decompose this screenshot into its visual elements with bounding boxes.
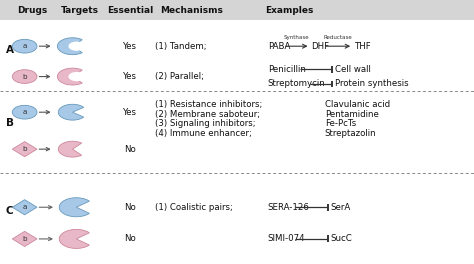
Text: Reductase: Reductase [324,35,353,40]
Text: Streptazolin: Streptazolin [325,129,376,138]
Polygon shape [12,142,37,157]
Wedge shape [58,104,84,120]
Text: Fe-PcTs: Fe-PcTs [325,119,356,128]
Text: (3) Signaling inhibitors;: (3) Signaling inhibitors; [155,119,256,128]
Text: Yes: Yes [123,108,137,117]
Text: Cell wall: Cell wall [335,65,371,74]
Text: PABA: PABA [268,42,290,51]
Text: a: a [22,204,27,210]
Wedge shape [57,38,82,55]
Text: (2) Parallel;: (2) Parallel; [155,72,204,81]
Text: No: No [125,145,136,154]
Text: SERA-126: SERA-126 [268,203,310,212]
Text: Essential: Essential [107,6,154,15]
Text: A: A [6,45,14,55]
Text: B: B [6,118,14,128]
Polygon shape [12,200,37,215]
Circle shape [12,39,37,53]
Wedge shape [59,198,90,217]
Text: (1) Coalistic pairs;: (1) Coalistic pairs; [155,203,233,212]
Text: SucC: SucC [331,234,353,243]
Circle shape [12,105,37,119]
Text: Clavulanic acid: Clavulanic acid [325,100,390,109]
Text: Yes: Yes [123,72,137,81]
Text: SerA: SerA [331,203,351,212]
Text: (1) Tandem;: (1) Tandem; [155,42,207,51]
Polygon shape [12,231,37,247]
FancyBboxPatch shape [0,0,474,20]
Wedge shape [57,68,82,85]
Text: Targets: Targets [61,6,99,15]
Text: DHF: DHF [311,42,329,51]
Text: Mechanisms: Mechanisms [161,6,223,15]
Text: (2) Membrane saboteur;: (2) Membrane saboteur; [155,110,261,119]
Text: THF: THF [355,42,371,51]
Text: Protein synthesis: Protein synthesis [335,79,408,88]
Text: (4) Immune enhancer;: (4) Immune enhancer; [155,129,252,138]
Wedge shape [58,141,82,157]
Text: SIMI-074: SIMI-074 [268,234,305,243]
Text: b: b [22,74,27,79]
Text: b: b [22,236,27,242]
Text: Synthase: Synthase [284,35,310,40]
Circle shape [12,70,37,83]
Circle shape [68,41,85,51]
Text: b: b [22,146,27,152]
Text: (1) Resistance inhibitors;: (1) Resistance inhibitors; [155,100,263,109]
Circle shape [68,72,85,81]
Text: Examples: Examples [265,6,313,15]
Text: No: No [125,234,136,243]
Text: Pentamidine: Pentamidine [325,110,379,119]
Text: Drugs: Drugs [17,6,47,15]
Text: C: C [6,206,13,216]
Text: Penicillin: Penicillin [268,65,306,74]
Text: a: a [22,43,27,49]
Text: a: a [22,109,27,115]
Text: Yes: Yes [123,42,137,51]
Wedge shape [59,229,90,248]
Text: No: No [125,203,136,212]
Text: Streptomycin: Streptomycin [268,79,326,88]
